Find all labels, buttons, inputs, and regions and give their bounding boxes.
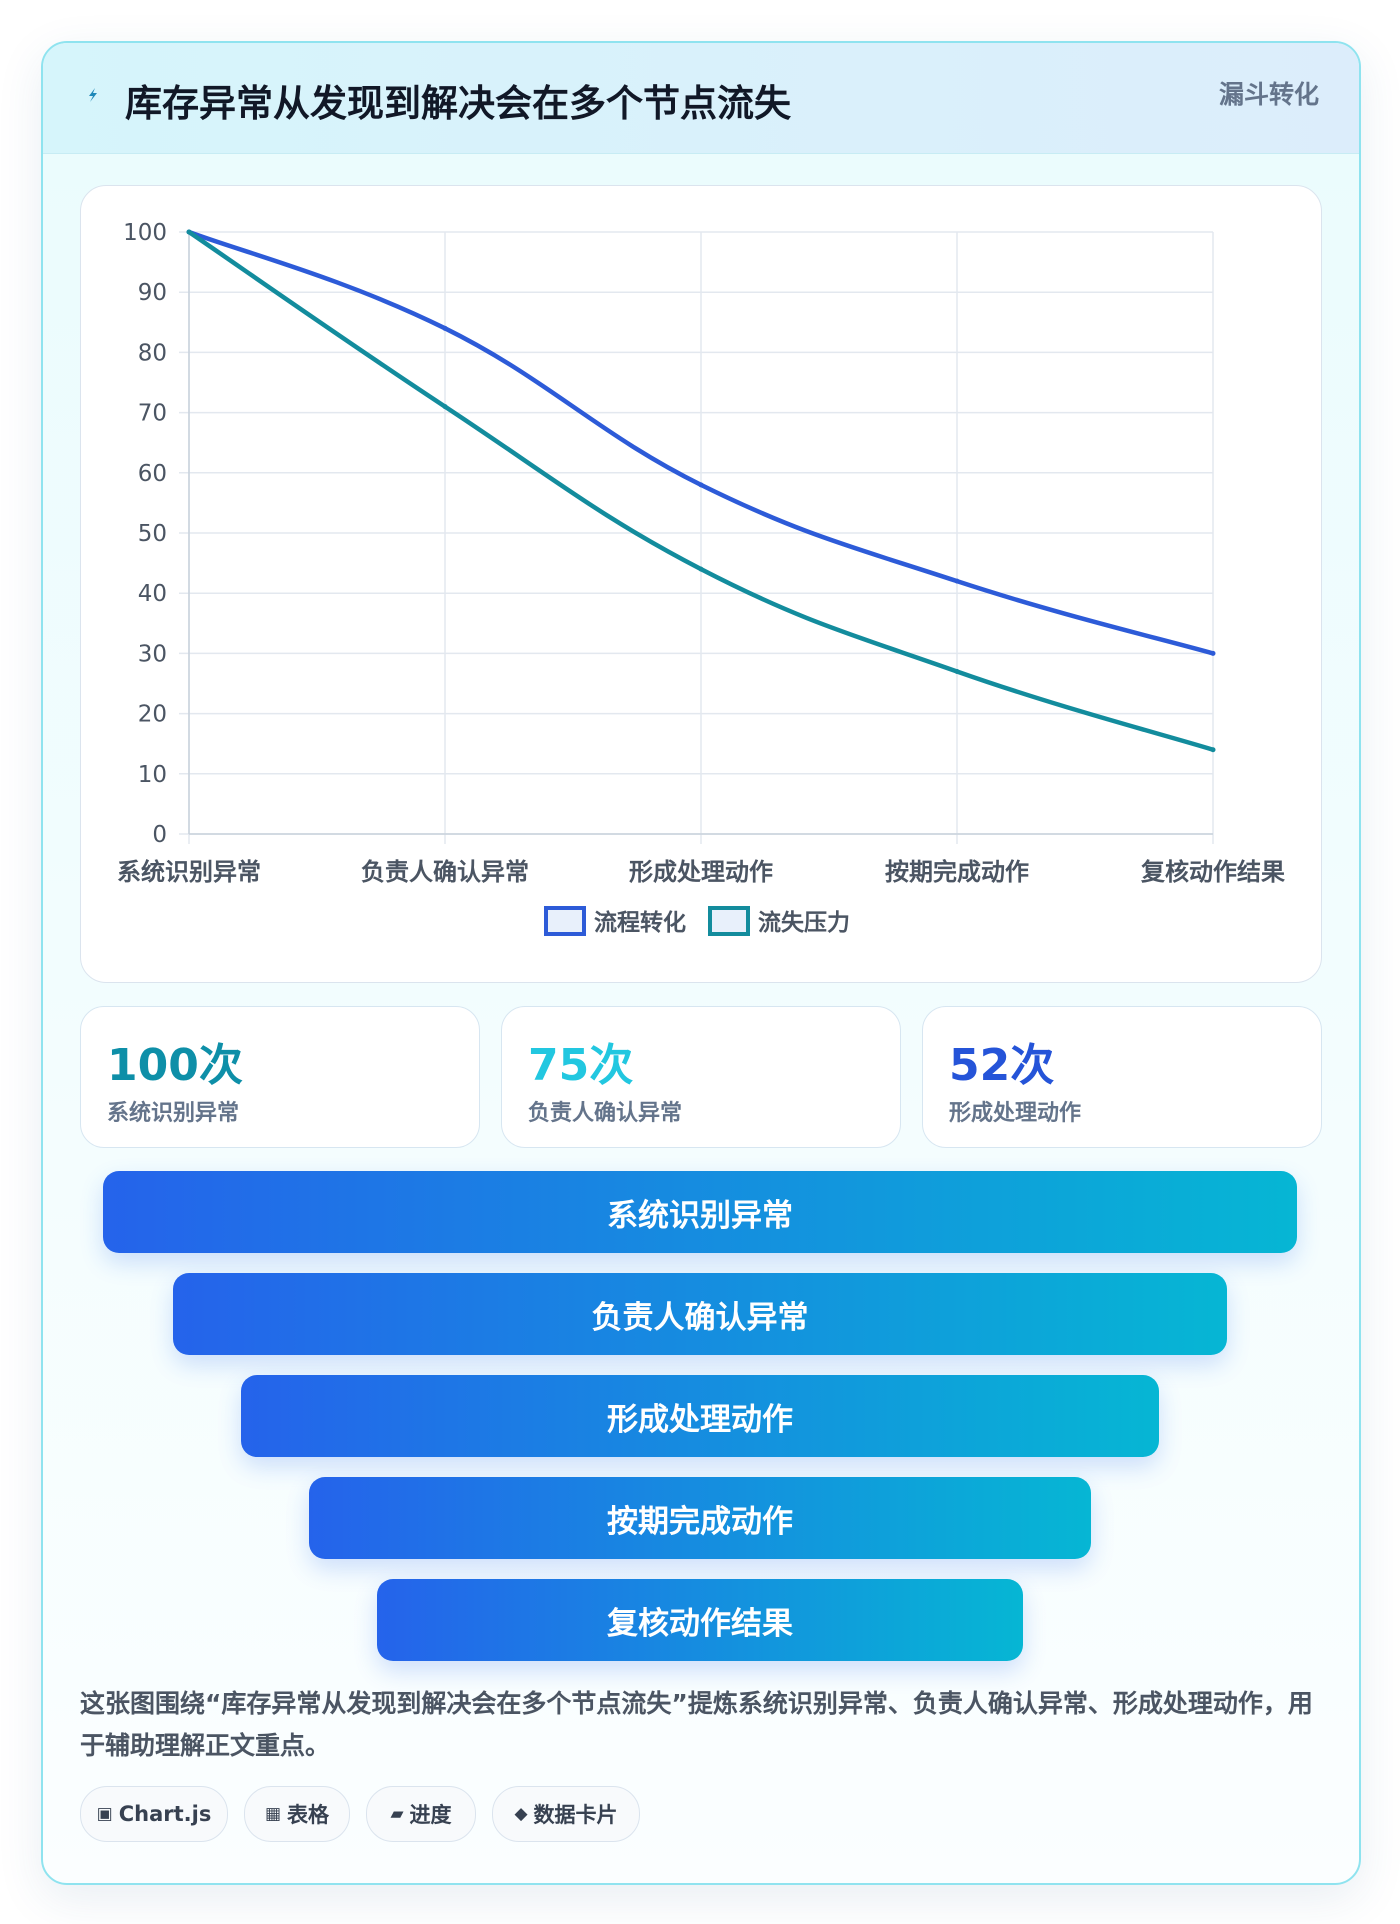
- page-title: 库存异常从发现到解决会在多个节点流失: [125, 82, 791, 125]
- data-point: [698, 566, 704, 572]
- stat-card: 52次 形成处理动作: [922, 1006, 1322, 1148]
- legend-swatch: [544, 906, 586, 936]
- data-point: [442, 325, 448, 331]
- stat-value: 100次: [107, 1040, 243, 1091]
- y-tick-label: 40: [138, 581, 167, 607]
- x-tick-label: 按期完成动作: [885, 858, 1029, 886]
- x-tick-label: 负责人确认异常: [361, 858, 529, 886]
- data-point: [442, 404, 448, 410]
- x-tick-label: 复核动作结果: [1140, 858, 1285, 886]
- funnel-stage: 形成处理动作: [241, 1375, 1159, 1457]
- data-point: [186, 229, 192, 235]
- data-point: [954, 668, 960, 674]
- data-point: [1210, 747, 1216, 753]
- y-tick-label: 100: [123, 220, 167, 246]
- funnel: 系统识别异常 负责人确认异常 形成处理动作 按期完成动作 复核动作结果: [43, 1171, 1359, 1681]
- chip-label: 进度: [409, 1803, 452, 1827]
- x-tick-label: 系统识别异常: [117, 858, 261, 886]
- data-point: [1210, 650, 1216, 656]
- chip-chartjs[interactable]: ▣ Chart.js: [80, 1786, 228, 1842]
- funnel-stage: 负责人确认异常: [173, 1273, 1227, 1355]
- data-point: [954, 578, 960, 584]
- chip-label: 表格: [287, 1803, 330, 1827]
- y-tick-label: 0: [152, 822, 167, 848]
- chip-label: 数据卡片: [533, 1803, 618, 1827]
- legend-label: 流失压力: [758, 909, 850, 936]
- diamond-icon: ◆: [514, 1804, 528, 1824]
- stat-value: 75次: [528, 1040, 634, 1091]
- stat-value: 52次: [949, 1040, 1055, 1091]
- y-tick-label: 30: [138, 641, 167, 667]
- stat-cards: 100次 系统识别异常 75次 负责人确认异常 52次 形成处理动作: [80, 1006, 1322, 1148]
- y-tick-label: 10: [138, 762, 167, 788]
- funnel-stage: 系统识别异常: [103, 1171, 1297, 1253]
- x-tick-label: 形成处理动作: [629, 858, 773, 886]
- category-tag: 漏斗转化: [1218, 80, 1319, 109]
- lightning-icon: [89, 88, 97, 102]
- chip-data-card[interactable]: ◆ 数据卡片: [492, 1786, 640, 1842]
- chip-progress[interactable]: ▰ 进度: [366, 1786, 476, 1842]
- infographic-card: 库存异常从发现到解决会在多个节点流失 漏斗转化 0 10 20 30 40 50 60 70 8…: [41, 41, 1361, 1885]
- card-header: 库存异常从发现到解决会在多个节点流失 漏斗转化: [43, 43, 1359, 154]
- description-text: 这张图围绕“库存异常从发现到解决会在多个节点流失”提炼系统识别异常、负责人确认异…: [80, 1689, 1313, 1760]
- y-tick-label: 70: [138, 401, 167, 427]
- funnel-stage: 复核动作结果: [377, 1579, 1023, 1661]
- stat-card: 75次 负责人确认异常: [501, 1006, 901, 1148]
- legend-swatch: [708, 906, 750, 936]
- line-chart: 0 10 20 30 40 50 60 70 80 90 100 系统识别异常 负责人确认异常 形成处理动…: [117, 220, 1285, 936]
- legend-label: 流程转化: [594, 909, 686, 936]
- y-tick-label: 20: [138, 702, 167, 728]
- progress-icon: ▰: [390, 1804, 404, 1824]
- chip-label: Chart.js: [118, 1802, 212, 1826]
- y-tick-label: 50: [138, 521, 167, 547]
- y-tick-label: 80: [138, 340, 167, 366]
- data-point: [698, 482, 704, 488]
- stat-label: 系统识别异常: [107, 1101, 240, 1126]
- chip-table[interactable]: ▦ 表格: [244, 1786, 350, 1842]
- table-icon: ▦: [264, 1804, 282, 1824]
- stat-card: 100次 系统识别异常: [80, 1006, 480, 1148]
- chart-icon: ▣: [96, 1804, 113, 1824]
- tech-chips: ▣ Chart.js ▦ 表格 ▰ 进度 ◆ 数据卡片: [80, 1786, 1320, 1842]
- y-tick-label: 90: [138, 280, 167, 306]
- stat-label: 形成处理动作: [949, 1101, 1082, 1126]
- stat-label: 负责人确认异常: [528, 1101, 683, 1126]
- y-tick-label: 60: [138, 461, 167, 487]
- funnel-stage: 按期完成动作: [309, 1477, 1091, 1559]
- chart-panel: 0 10 20 30 40 50 60 70 80 90 100 系统识别异常 负责人确认异常 形成处理动…: [80, 185, 1322, 983]
